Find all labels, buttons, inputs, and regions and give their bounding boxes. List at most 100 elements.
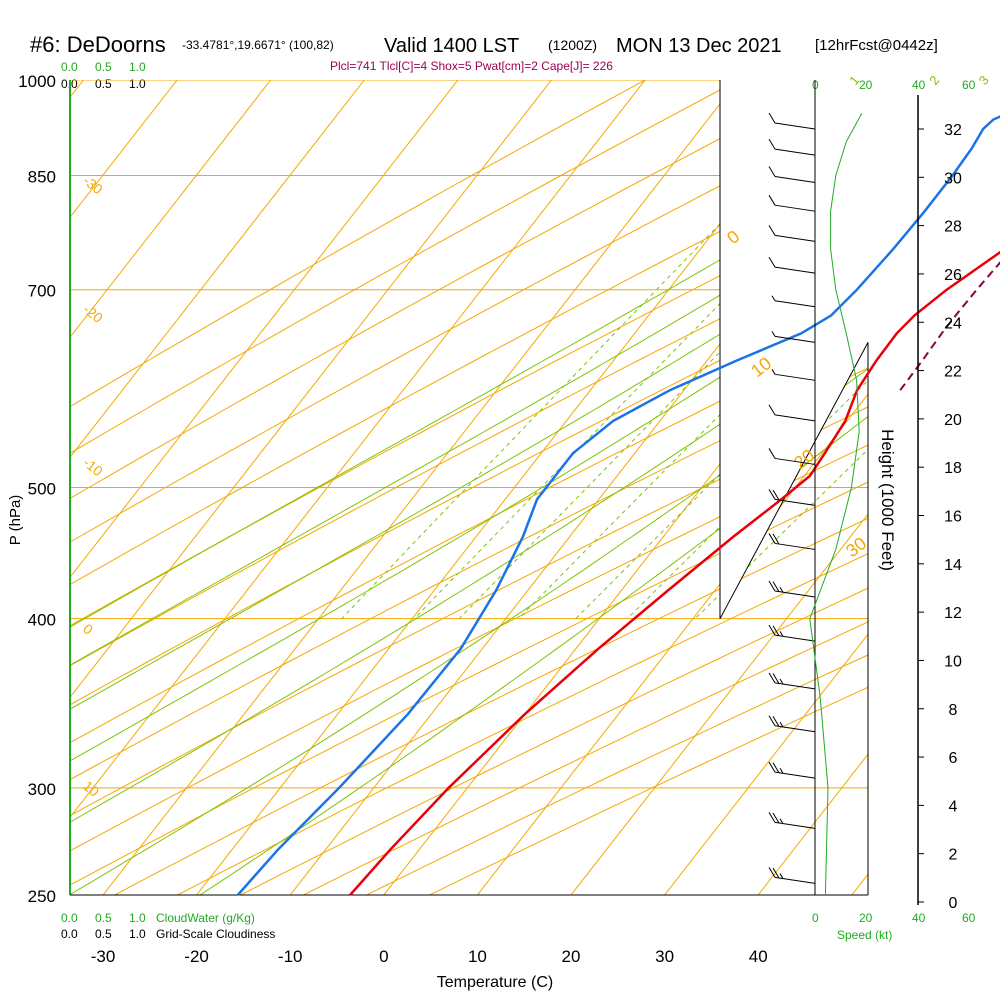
wind-barb <box>771 369 816 381</box>
wind-barb <box>768 672 816 690</box>
dry-adiabat <box>70 80 646 895</box>
height-tick-label: 4 <box>949 798 958 815</box>
isotherm-line <box>664 80 868 895</box>
height-axis-title: Height (1000 Feet) <box>878 429 897 571</box>
isotherm-line <box>70 80 459 895</box>
isotherm-line <box>945 80 1000 895</box>
wind-barb <box>768 225 816 242</box>
mixing-ratio-line <box>575 80 868 620</box>
mixing-ratio-line <box>626 80 868 620</box>
forecast-date: MON 13 Dec 2021 <box>616 35 782 57</box>
temperature-tick-label: 30 <box>655 947 674 966</box>
temperature-line <box>349 250 1000 896</box>
pressure-tick-label: 300 <box>28 780 56 799</box>
theta-label: 10 <box>80 778 102 800</box>
temperature-tick-label: 10 <box>468 947 487 966</box>
top-green-0: 0.0 <box>61 60 78 74</box>
height-tick-label: 28 <box>944 219 962 236</box>
height-tick-label: 2 <box>949 847 958 864</box>
dry-adiabat <box>70 80 868 895</box>
isotherm-line <box>570 80 868 895</box>
indices-line: Plcl=741 Tlcl[C]=4 Shox=5 Pwat[cm]=2 Cap… <box>330 59 613 73</box>
valid-time-z: (1200Z) <box>548 37 597 53</box>
dry-adiabat <box>70 80 868 895</box>
mixing-ratio-label: 3 <box>976 73 992 88</box>
height-tick-label: 22 <box>944 364 962 381</box>
speed-scale-top: 0 20 40 60 <box>812 78 976 92</box>
dry-adiabat <box>70 80 868 895</box>
isotherm-line <box>70 80 365 895</box>
background-lines <box>70 80 1000 895</box>
temperature-tick-label: -10 <box>278 947 303 966</box>
top-green-1: 0.5 <box>95 60 112 74</box>
dry-adiabat <box>70 80 868 895</box>
isotherm-line <box>70 80 552 895</box>
wind-barb <box>768 624 816 642</box>
wind-barb <box>768 112 816 130</box>
mixing-ratio-line <box>341 80 860 620</box>
speed-top-2: 40 <box>912 78 926 92</box>
top-black-1: 0.5 <box>95 77 112 91</box>
wind-barb <box>768 761 816 779</box>
isotherm-line <box>70 80 272 895</box>
pressure-tick-label: 850 <box>28 168 56 187</box>
wind-barb <box>768 138 816 156</box>
dry-adiabat <box>366 80 868 895</box>
pressure-tick-label: 400 <box>28 611 56 630</box>
height-tick-label: 6 <box>949 750 958 767</box>
speed-axis-label: Speed (kt) <box>837 928 892 942</box>
bottom-green-0: 0.0 <box>61 911 78 925</box>
wind-barb <box>768 448 816 465</box>
dry-adiabat <box>70 80 868 895</box>
pressure-tick-label: 1000 <box>18 72 56 91</box>
top-left-scales: 0.0 0.5 1.0 0.0 0.5 1.0 <box>61 60 146 91</box>
wind-barb <box>771 295 816 308</box>
isotherm-line <box>102 80 740 895</box>
theta-label: -20 <box>80 301 106 326</box>
wind-speed-profile <box>809 113 863 896</box>
plot-right-edge <box>719 80 869 895</box>
wind-barb <box>768 166 816 183</box>
speed-top-3: 60 <box>962 78 976 92</box>
wind-barb <box>768 580 816 598</box>
dry-adiabat <box>177 80 868 895</box>
speed-scale-bottom: 0 20 40 60 <box>812 911 976 925</box>
bottom-black-0: 0.0 <box>61 927 78 941</box>
wind-barb <box>771 331 816 343</box>
temperature-tick-label: 20 <box>562 947 581 966</box>
station-title: #6: DeDoorns <box>30 32 166 57</box>
bottom-green-1: 0.5 <box>95 911 112 925</box>
temperature-tick-label: 0 <box>379 947 388 966</box>
bottom-black-2: 1.0 <box>129 927 146 941</box>
mixing-ratio-line <box>518 80 868 620</box>
height-tick-label: 24 <box>944 315 962 332</box>
height-tick-label: 32 <box>944 122 962 139</box>
height-tick-label: 20 <box>944 412 962 429</box>
dewpoint-line <box>236 115 1000 896</box>
cloudwater-label: CloudWater (g/Kg) <box>156 911 255 925</box>
mixing-ratio-line <box>694 80 868 620</box>
height-tick-label: 30 <box>944 170 962 187</box>
temperature-tick-label: 40 <box>749 947 768 966</box>
speed-bottom-0: 0 <box>812 911 819 925</box>
theta-label: 0 <box>80 620 96 638</box>
mixing-ratio-line <box>458 80 868 620</box>
dry-adiabat <box>303 80 868 895</box>
theta-label: 30 <box>842 533 870 561</box>
height-tick-label: 16 <box>944 509 962 526</box>
dry-adiabat <box>70 80 868 895</box>
wind-barb <box>768 256 816 274</box>
theta-label: 0 <box>723 226 743 248</box>
wind-barb <box>768 812 816 829</box>
isotherm-line <box>70 80 646 895</box>
isotherm-line <box>757 80 868 895</box>
theta-label: 10 <box>747 353 775 381</box>
bottom-black-1: 0.5 <box>95 927 112 941</box>
moist-adiabat <box>70 80 868 895</box>
speed-top-1: 20 <box>859 78 873 92</box>
y-axis-title: P (hPa) <box>7 495 24 546</box>
theta-label: -10 <box>80 454 106 479</box>
